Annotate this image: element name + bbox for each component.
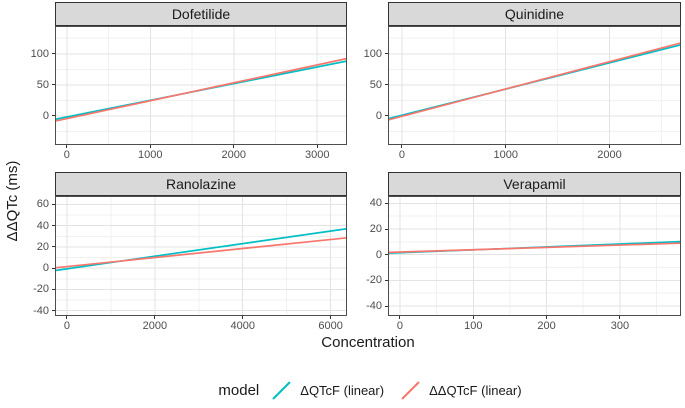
x-tick-label: 0 [63, 149, 70, 161]
plot-area [56, 27, 346, 144]
x-tick-label: 3000 [304, 149, 330, 161]
y-tick-mark [52, 115, 55, 117]
x-tick-label: 0 [63, 320, 71, 332]
y-tick-mark [385, 115, 388, 117]
plot-area [389, 27, 680, 144]
y-tick-label: 100 [363, 47, 382, 60]
legend-item-label: ΔQTcF (linear) [300, 382, 385, 398]
x-axis-title: Concentration [321, 334, 415, 351]
y-tick-mark [385, 84, 388, 86]
y-tick-mark [52, 203, 55, 205]
model-line [56, 237, 346, 269]
legend-key-line-icon [272, 380, 291, 400]
y-tick-label: -40 [366, 300, 382, 313]
y-tick-mark [52, 225, 55, 227]
x-tick-label: 0 [396, 320, 404, 332]
model-line [56, 57, 346, 122]
facet-panel-verapamil [388, 196, 681, 316]
x-tick-mark [505, 145, 507, 148]
facet-strip-verapamil: Verapamil [388, 172, 681, 196]
y-tick-label: 40 [369, 197, 382, 210]
y-tick-label: -20 [366, 274, 382, 287]
model-line [56, 228, 346, 272]
x-tick-mark [242, 316, 244, 319]
x-tick-label: 2000 [221, 149, 246, 161]
y-tick-label: 50 [369, 78, 382, 91]
x-tick-mark [546, 316, 548, 319]
model-line [389, 42, 680, 121]
facet-strip-dofetilide: Dofetilide [55, 2, 347, 26]
facet-strip-ranolazine: Ranolazine [55, 172, 347, 196]
x-tick-label: 100 [464, 320, 483, 332]
y-tick-mark [385, 305, 388, 307]
facet-panel-dofetilide [55, 26, 347, 145]
y-tick-mark [385, 228, 388, 230]
plot-area [56, 197, 346, 315]
facet-title: Quinidine [504, 6, 565, 22]
y-tick-mark [52, 53, 55, 55]
facet-title: Verapamil [503, 176, 566, 192]
facet-strip-quinidine: Quinidine [388, 2, 681, 26]
y-tick-label: -20 [33, 283, 49, 296]
facet-title: Ranolazine [165, 176, 237, 192]
y-tick-mark [52, 267, 55, 269]
x-tick-label: 1000 [138, 149, 163, 161]
x-tick-mark [472, 316, 474, 319]
y-tick-mark [52, 84, 55, 86]
y-tick-label: 50 [36, 78, 49, 91]
x-tick-mark [66, 316, 68, 319]
x-tick-mark [233, 145, 235, 148]
legend: model ΔQTcF (linear) ΔΔQTcF (linear) [55, 372, 685, 408]
plot-area [389, 197, 680, 315]
y-tick-mark [385, 202, 388, 204]
x-tick-mark [401, 145, 403, 148]
x-tick-label: 0 [398, 149, 406, 161]
y-tick-label: 60 [36, 198, 49, 211]
x-tick-mark [316, 145, 318, 148]
y-tick-mark [385, 279, 388, 281]
x-tick-label: 300 [610, 320, 630, 332]
x-tick-mark [399, 316, 401, 319]
y-tick-label: 20 [36, 240, 49, 253]
legend-item-ddqtcf-linear: ΔΔQTcF (linear) [398, 378, 522, 403]
x-tick-label: 2000 [142, 320, 168, 332]
facet-title: Dofetilide [171, 6, 231, 22]
legend-key-line-icon [401, 380, 420, 400]
y-tick-label: 20 [369, 223, 382, 236]
legend-title: model [218, 381, 260, 399]
x-tick-label: 2000 [597, 149, 622, 161]
x-tick-mark [149, 145, 151, 148]
facet-panel-ranolazine [55, 196, 347, 316]
y-tick-label: 0 [42, 109, 49, 122]
legend-item-label: ΔΔQTcF (linear) [429, 382, 522, 398]
y-tick-mark [385, 254, 388, 256]
x-tick-mark [154, 316, 156, 319]
y-tick-mark [52, 310, 55, 312]
y-tick-label: 0 [375, 248, 382, 261]
x-tick-mark [608, 145, 610, 148]
x-tick-label: 6000 [318, 320, 343, 332]
y-tick-label: 40 [36, 219, 49, 232]
x-tick-label: 200 [537, 320, 556, 332]
x-tick-label: 1000 [493, 149, 518, 161]
legend-item-qtcf-linear: ΔQTcF (linear) [269, 378, 384, 403]
x-tick-mark [619, 316, 621, 319]
facet-panel-quinidine [388, 26, 681, 145]
x-tick-mark [66, 145, 68, 148]
y-tick-label: 100 [30, 47, 49, 60]
y-tick-label: 0 [375, 109, 382, 122]
model-line [389, 242, 680, 254]
x-tick-mark [330, 316, 332, 319]
x-tick-label: 4000 [230, 320, 255, 332]
y-tick-label: -40 [33, 304, 49, 317]
y-tick-mark [385, 53, 388, 55]
y-tick-mark [52, 288, 55, 290]
y-tick-mark [52, 246, 55, 248]
y-tick-label: 0 [42, 262, 49, 275]
